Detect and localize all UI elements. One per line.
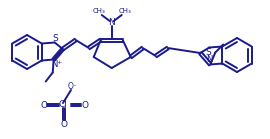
Text: N: N: [52, 60, 58, 69]
Text: S: S: [205, 48, 211, 57]
Text: N: N: [206, 55, 212, 64]
Text: CH₃: CH₃: [118, 8, 131, 14]
Text: O: O: [60, 120, 68, 128]
Text: +: +: [56, 60, 61, 65]
Text: CH₃: CH₃: [92, 8, 105, 14]
Text: O: O: [82, 100, 89, 110]
Text: Cl: Cl: [59, 100, 68, 109]
Text: O⁻: O⁻: [68, 81, 78, 90]
Text: S: S: [53, 34, 59, 43]
Text: N: N: [108, 18, 115, 27]
Text: O: O: [40, 100, 48, 110]
